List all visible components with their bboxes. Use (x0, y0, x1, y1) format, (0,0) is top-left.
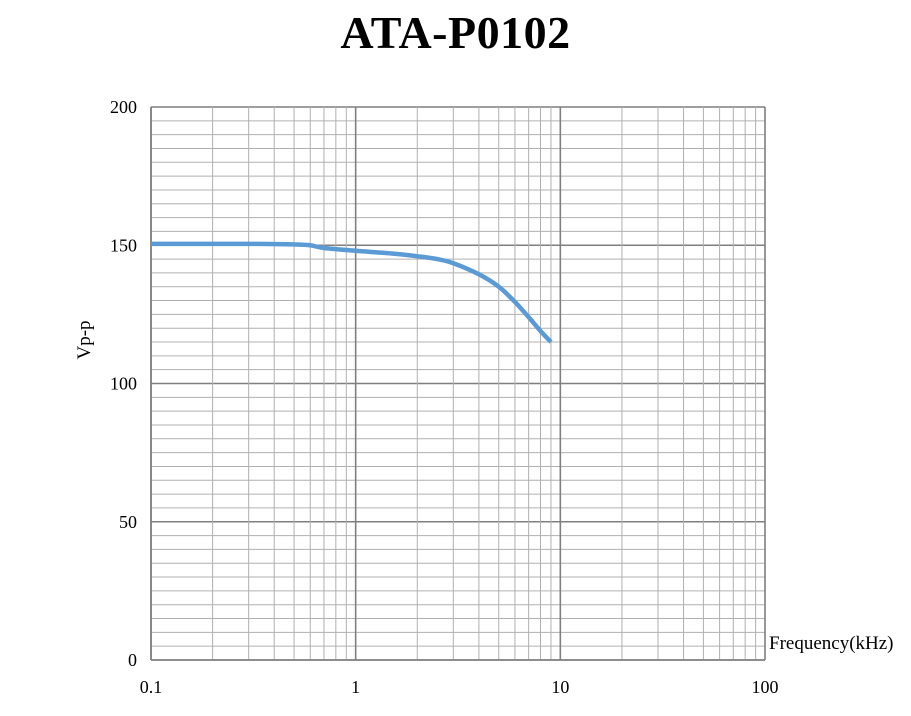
x-axis-label: Frequency(kHz) (769, 633, 894, 654)
chart-tick-labels: 0 50 100 150 200 0.1 1 10 100 (110, 97, 779, 697)
y-tick-label: 50 (119, 512, 137, 532)
y-tick-label: 100 (110, 374, 137, 394)
y-tick-label: 150 (110, 235, 137, 255)
chart-title: ATA-P0102 (340, 7, 571, 58)
series-line (151, 241, 553, 344)
x-tick-label: 1 (351, 677, 360, 697)
x-tick-label: 0.1 (140, 677, 163, 697)
y-tick-label: 200 (110, 97, 137, 117)
y-axis-label: Vp-p (74, 320, 95, 359)
x-tick-label: 100 (752, 677, 779, 697)
y-tick-label: 0 (128, 650, 137, 670)
chart-grid (150, 106, 766, 661)
x-tick-label: 10 (551, 677, 569, 697)
chart-series (151, 241, 553, 344)
